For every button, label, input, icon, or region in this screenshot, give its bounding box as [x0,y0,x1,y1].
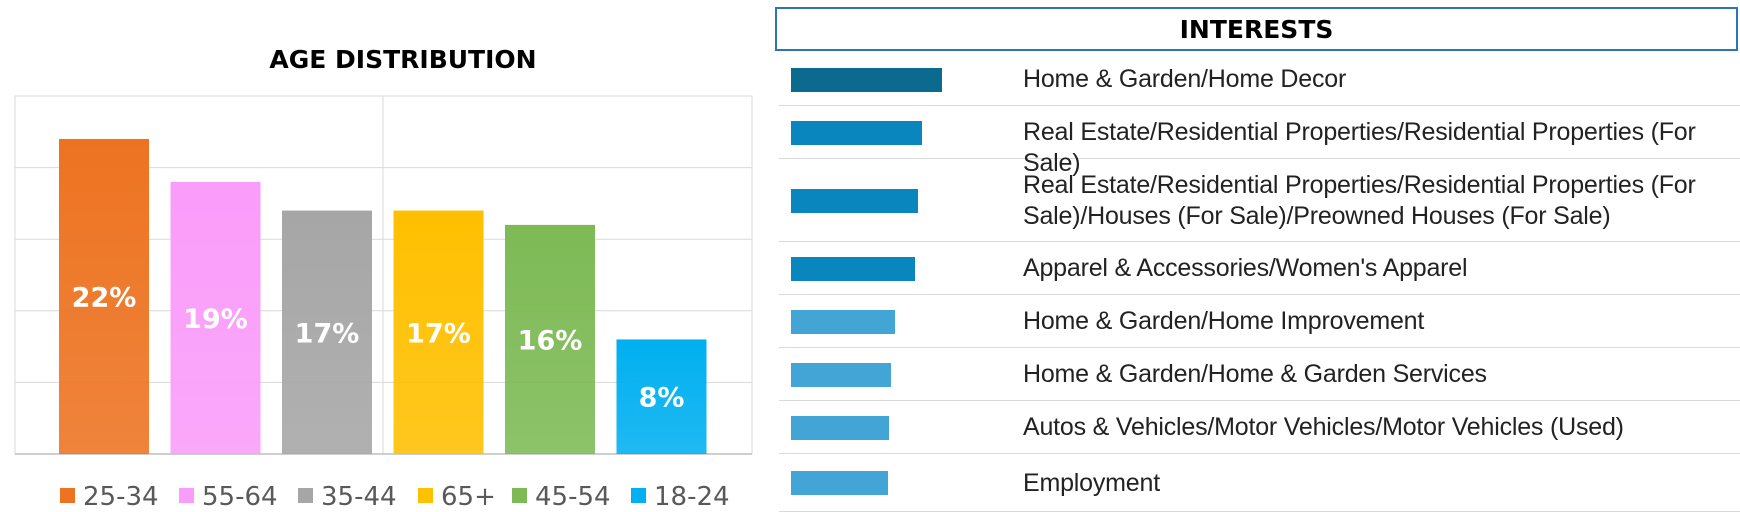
interest-row: Home & Garden/Home & Garden Services [779,348,1740,401]
interest-label: Autos & Vehicles/Motor Vehicles/Motor Ve… [1023,413,1624,441]
interest-bar [791,121,922,145]
interest-row: Home & Garden/Home Decor [779,53,1740,106]
legend-swatch [60,488,75,503]
interest-bar [791,363,891,387]
interest-bar [791,471,888,495]
interest-row: Autos & Vehicles/Motor Vehicles/Motor Ve… [779,401,1740,454]
interest-label: Home & Garden/Home Decor [1023,65,1347,93]
legend-swatch [631,488,646,503]
bar-value-label: 16% [518,325,583,356]
interest-bar [791,416,889,440]
interests-panel: INTERESTS Home & Garden/Home Decor Real E… [775,7,1740,512]
legend-swatch [418,488,433,503]
legend-entry: 45-54 [535,482,611,512]
interest-row: Home & Garden/Home Improvement [779,295,1740,348]
bar-45-54 [505,224,595,454]
legend-swatch [298,488,313,503]
interest-label: Real Estate/Residential Properties/Resid… [1023,171,1696,230]
interest-row: Real Estate/Residential Properties/Resid… [779,106,1740,177]
bar-value-label: 19% [183,304,248,335]
interest-bar [791,189,918,213]
bar-25-34 [59,138,149,454]
interest-bar [791,257,915,281]
bars: 22% 19% 17% 17% 16% 8% [59,138,707,455]
interest-label: Home & Garden/Home Improvement [1023,307,1425,335]
age-distribution-chart: AGE DISTRIBUTION 22% 19% 17% 17% 16% 8% 25-34… [14,45,753,512]
legend: 25-34 55-64 35-44 65+ 45-54 18-24 [60,482,730,512]
interest-row: Employment [779,454,1740,512]
interest-bar [791,68,942,92]
bar-35-44 [282,210,372,454]
legend-entry: 18-24 [654,482,730,512]
interest-label: Home & Garden/Home & Garden Services [1023,360,1487,388]
interest-label: Real Estate/Residential Properties/Resid… [1023,118,1696,177]
bar-18-24 [616,339,707,454]
bar-value-label: 17% [295,318,360,349]
legend-swatch [179,488,194,503]
legend-entry: 65+ [441,482,496,512]
bar-value-label: 8% [639,383,685,414]
interest-label: Apparel & Accessories/Women's Apparel [1023,254,1468,282]
interest-row: Apparel & Accessories/Women's Apparel [779,242,1740,295]
legend-entry: 35-44 [321,482,397,512]
bar-value-label: 17% [406,318,471,349]
interest-row: Real Estate/Residential Properties/Resid… [779,159,1740,242]
legend-swatch [512,488,527,503]
bar-55-64 [170,181,261,455]
legend-entry: 55-64 [202,482,278,512]
interests-title: INTERESTS [775,7,1738,51]
chart-title: AGE DISTRIBUTION [269,45,536,74]
legend-entry: 25-34 [83,482,159,512]
bar-65+ [393,210,484,454]
interest-bar [791,310,895,334]
interest-label: Employment [1023,469,1160,497]
bar-value-label: 22% [72,282,137,313]
